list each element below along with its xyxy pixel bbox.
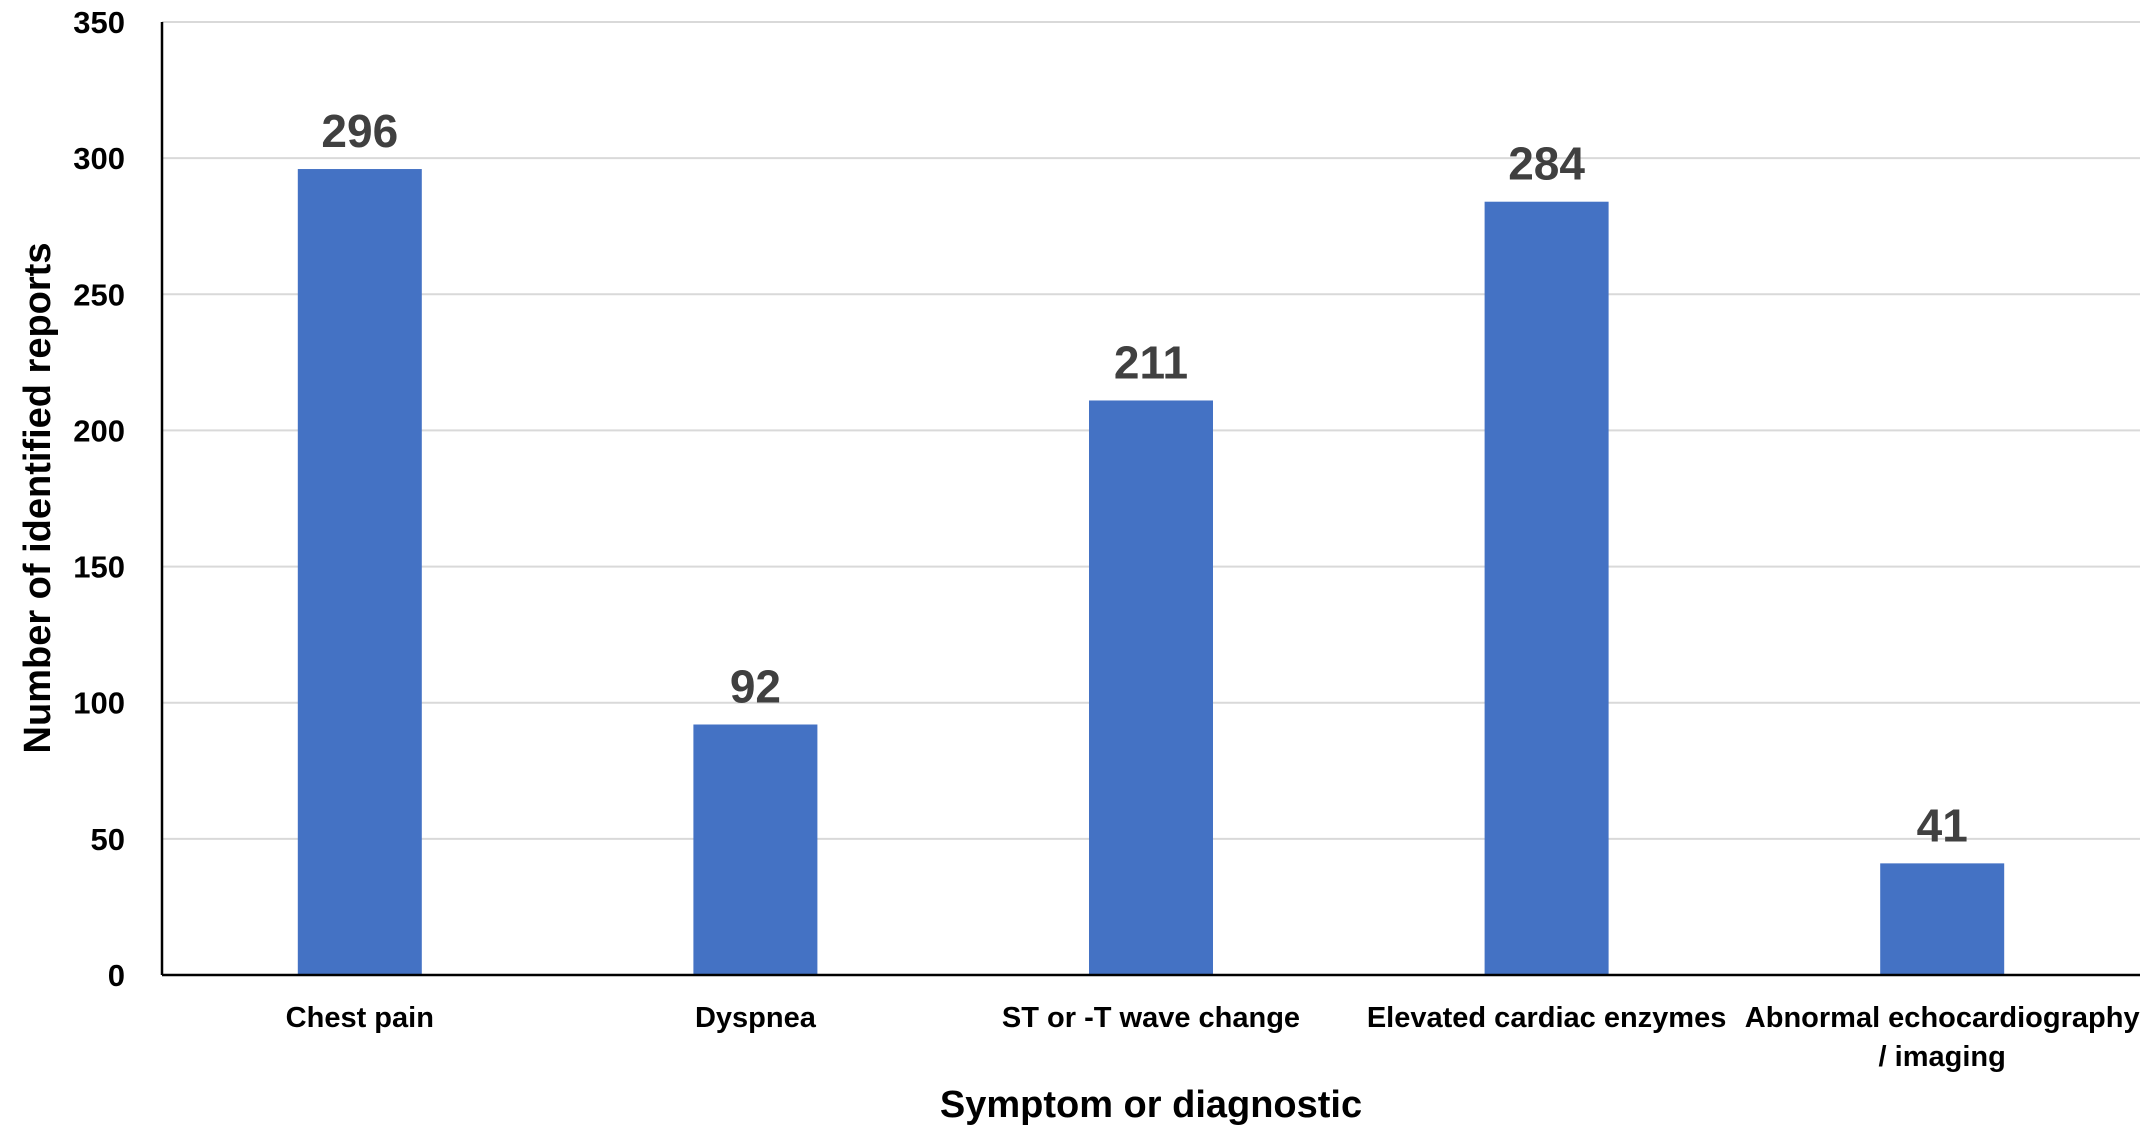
y-tick-label: 150 [73,550,125,585]
y-tick-label: 200 [73,413,125,448]
bar [1484,201,1609,976]
data-label: 284 [1508,138,1585,190]
bar [693,724,818,975]
data-label: 41 [1917,799,1968,851]
bar [1089,400,1213,975]
bar [297,169,422,975]
x-tick-label: ST or -T wave change [1002,1002,1300,1034]
y-tick-label: 300 [73,141,125,176]
x-tick-label: Elevated cardiac enzymes [1367,1002,1726,1034]
data-label: 211 [1114,336,1188,388]
bars [297,169,2005,976]
y-tick-label: 350 [73,5,125,40]
data-label: 296 [321,105,398,157]
y-axis-title: Number of identified reports [17,243,59,754]
y-tick-label: 50 [91,822,125,857]
x-tick-label: / imaging [1879,1041,2006,1073]
x-tick-label: Chest pain [286,1002,434,1034]
data-labels: 296 92 211 284 41 [321,105,1967,851]
data-label: 92 [730,660,781,712]
x-tick-label: Abnormal echocardiography [1745,1002,2140,1034]
y-tick-label: 250 [73,277,125,312]
y-tick-label: 100 [73,686,125,721]
x-axis-title: Symptom or diagnostic [940,1084,1362,1125]
y-tick-label: 0 [108,958,125,993]
x-tick-label: Dyspnea [695,1002,817,1034]
bar [1880,863,2005,975]
axes: 0 50 100 150 200 250 300 350 Chest pain Dyspnea ST… [73,5,2140,1073]
